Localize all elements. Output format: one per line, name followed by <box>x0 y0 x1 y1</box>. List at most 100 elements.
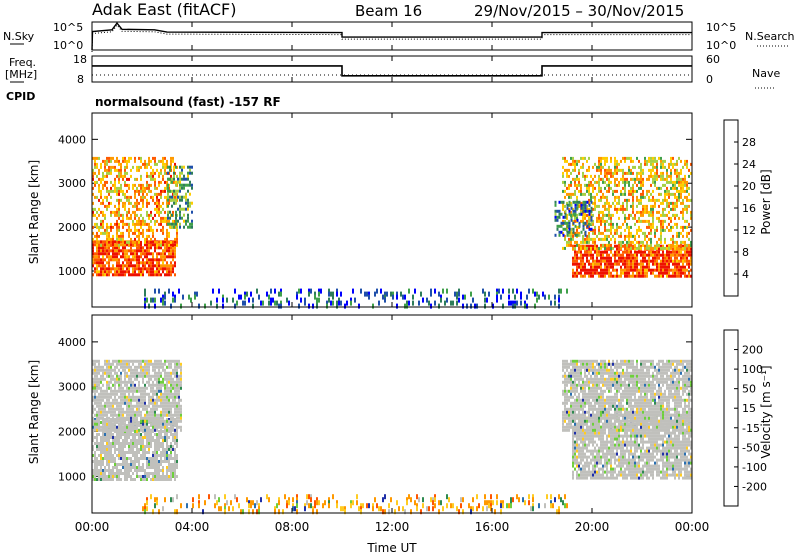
power-cell <box>164 210 166 214</box>
velocity-cell <box>172 380 174 384</box>
power-cell <box>572 162 574 166</box>
power-cell <box>189 201 191 205</box>
velocity-cell <box>96 436 98 439</box>
power-cell <box>662 246 664 250</box>
power-cell <box>632 189 634 193</box>
velocity-cell <box>176 395 178 399</box>
power-cell <box>690 240 692 244</box>
velocity-cell <box>172 439 174 442</box>
velocity-cell <box>146 478 148 481</box>
power-cell <box>382 294 384 300</box>
velocity-cell <box>110 442 112 445</box>
power-cell <box>564 221 567 225</box>
power-cell <box>98 183 100 187</box>
velocity-cell <box>590 458 592 462</box>
velocity-cell <box>98 433 100 436</box>
velocity-cell <box>588 464 590 468</box>
power-cell <box>578 168 580 172</box>
velocity-cell <box>130 419 132 423</box>
velocity-cell <box>136 413 138 417</box>
velocity-cell <box>148 371 150 375</box>
power-cell <box>166 162 168 166</box>
power-cell <box>632 259 634 263</box>
power-cell <box>582 256 584 260</box>
power-cell <box>96 264 98 268</box>
velocity-cell <box>106 404 108 408</box>
power-cell <box>616 271 618 275</box>
velocity-cell <box>176 422 178 426</box>
power-cell <box>666 271 668 275</box>
velocity-cell <box>114 463 116 466</box>
power-cell <box>174 273 176 277</box>
velocity-cell <box>572 455 574 459</box>
power-cell <box>568 195 570 199</box>
power-cell <box>534 303 536 309</box>
power-cell <box>678 195 680 199</box>
power-cell <box>632 262 634 266</box>
velocity-cell <box>164 398 166 402</box>
velocity-cell <box>174 466 176 469</box>
velocity-cell <box>166 472 168 475</box>
velocity-cell <box>116 419 118 423</box>
power-cell <box>636 195 638 199</box>
power-cell <box>168 246 170 250</box>
velocity-cell <box>96 463 98 466</box>
velocity-cell <box>158 439 160 442</box>
power-cell <box>586 253 588 257</box>
power-cell <box>154 297 156 303</box>
power-cell <box>102 210 104 214</box>
power-cell <box>674 262 676 266</box>
power-cell <box>114 210 116 214</box>
velocity-cell <box>132 362 134 366</box>
velocity-cell <box>92 359 94 363</box>
velocity-cell <box>156 436 158 439</box>
velocity-cell <box>108 469 110 472</box>
velocity-cell <box>180 419 182 423</box>
power-cell <box>126 171 128 175</box>
velocity-cell <box>164 478 166 481</box>
power-cell <box>592 253 594 257</box>
velocity-cell <box>150 401 152 405</box>
power-cell <box>690 198 692 202</box>
power-cell <box>644 219 646 223</box>
power-cell <box>588 203 591 207</box>
velocity-cell <box>574 440 576 444</box>
velocity-cell <box>98 371 100 375</box>
velocity-cell <box>122 392 124 396</box>
power-cell <box>588 231 590 235</box>
power-cell <box>640 265 642 269</box>
velocity-cell <box>98 365 100 369</box>
velocity-cell <box>128 428 130 432</box>
power-cell <box>134 156 136 160</box>
power-cell <box>658 237 660 241</box>
power-cell <box>636 271 638 275</box>
power-cell <box>652 216 654 220</box>
power-cell <box>570 243 572 247</box>
power-cell <box>580 259 582 263</box>
power-cell <box>558 209 561 213</box>
power-cell <box>640 177 642 181</box>
power-cell <box>650 253 652 257</box>
velocity-cell <box>148 413 150 417</box>
velocity-cell <box>172 445 174 448</box>
power-cell <box>592 259 594 263</box>
power-cell <box>176 234 178 238</box>
power-cell <box>110 159 112 163</box>
power-cell <box>630 268 632 272</box>
velocity-cell <box>580 437 582 441</box>
velocity-cell <box>166 439 168 442</box>
velocity-cell <box>164 475 166 478</box>
velocity-cell <box>102 365 104 369</box>
velocity-cell <box>112 436 114 439</box>
power-cell <box>168 243 170 247</box>
power-cell <box>682 225 684 229</box>
velocity-cell <box>122 422 124 426</box>
velocity-cell <box>106 436 108 439</box>
power-cell <box>688 192 690 196</box>
power-cell <box>666 256 668 260</box>
velocity-cell <box>122 457 124 460</box>
power-cell <box>588 189 590 193</box>
velocity-cell <box>118 419 120 423</box>
velocity-cell <box>92 380 94 384</box>
power-cell <box>122 252 124 256</box>
